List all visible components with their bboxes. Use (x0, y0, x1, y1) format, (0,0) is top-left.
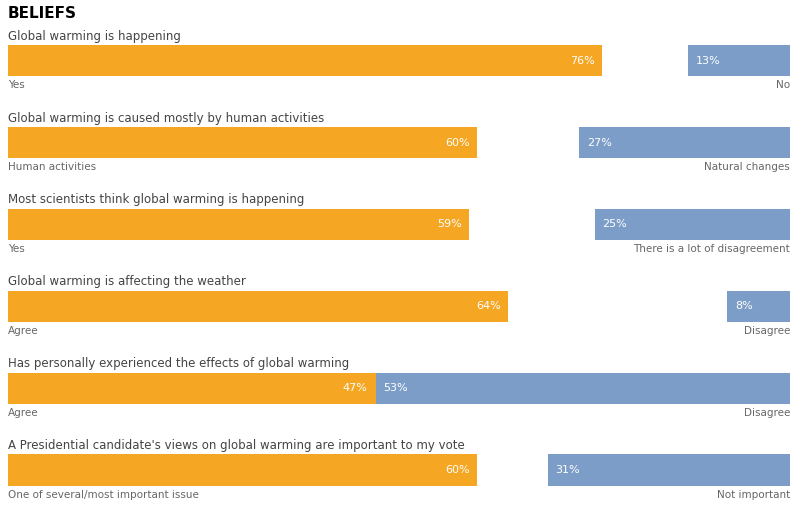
Text: No: No (776, 80, 790, 90)
Bar (8, 209, 469, 240)
Text: 13%: 13% (696, 56, 721, 66)
Text: Global warming is affecting the weather: Global warming is affecting the weather (8, 275, 246, 288)
Bar (8, 291, 508, 322)
Text: Natural changes: Natural changes (705, 162, 790, 172)
Text: Human activities: Human activities (8, 162, 96, 172)
Text: BELIEFS: BELIEFS (8, 6, 77, 21)
Text: 53%: 53% (383, 383, 408, 393)
Text: 76%: 76% (570, 56, 595, 66)
Text: 27%: 27% (587, 138, 611, 148)
Bar (547, 455, 790, 486)
Bar (508, 291, 728, 322)
Bar (477, 455, 547, 486)
Text: Global warming is happening: Global warming is happening (8, 30, 181, 43)
Text: 59%: 59% (437, 220, 461, 230)
Text: Disagree: Disagree (744, 326, 790, 336)
Text: 64%: 64% (476, 301, 500, 312)
Text: Yes: Yes (8, 244, 25, 254)
Bar (8, 373, 376, 404)
Text: 60%: 60% (444, 465, 469, 475)
Text: One of several/most important issue: One of several/most important issue (8, 489, 199, 499)
Bar (8, 127, 477, 158)
Bar (595, 209, 790, 240)
Text: A Presidential candidate's views on global warming are important to my vote: A Presidential candidate's views on glob… (8, 439, 464, 452)
Text: Yes: Yes (8, 80, 25, 90)
Bar (728, 291, 790, 322)
Bar (469, 209, 595, 240)
Text: Most scientists think global warming is happening: Most scientists think global warming is … (8, 193, 304, 206)
Text: Agree: Agree (8, 326, 38, 336)
Text: Global warming is caused mostly by human activities: Global warming is caused mostly by human… (8, 111, 324, 125)
Text: 47%: 47% (343, 383, 368, 393)
Bar (579, 127, 790, 158)
Text: 60%: 60% (444, 138, 469, 148)
Bar (376, 373, 790, 404)
Text: 25%: 25% (602, 220, 627, 230)
Text: Disagree: Disagree (744, 408, 790, 418)
Bar (689, 45, 790, 77)
Text: Not important: Not important (717, 489, 790, 499)
Text: Has personally experienced the effects of global warming: Has personally experienced the effects o… (8, 357, 350, 370)
Text: 31%: 31% (555, 465, 580, 475)
Bar (8, 45, 602, 77)
Text: There is a lot of disagreement: There is a lot of disagreement (634, 244, 790, 254)
Text: 8%: 8% (735, 301, 753, 312)
Bar (477, 127, 579, 158)
Bar (602, 45, 689, 77)
Bar (8, 455, 477, 486)
Text: Agree: Agree (8, 408, 38, 418)
